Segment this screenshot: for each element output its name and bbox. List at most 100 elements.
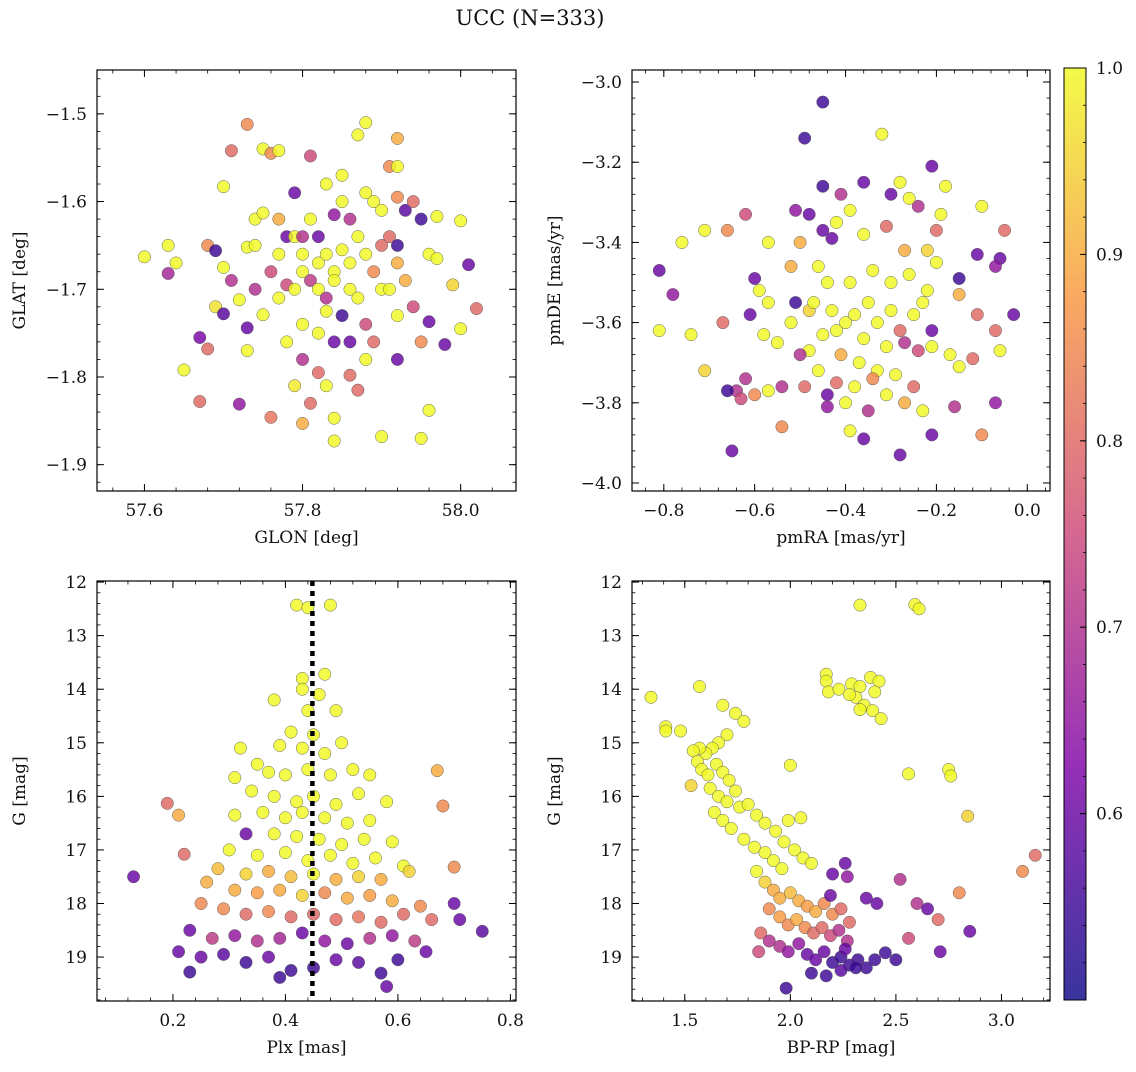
data-point [413, 899, 427, 913]
data-point [224, 274, 238, 287]
data-point [783, 758, 797, 772]
data-point [374, 915, 388, 929]
data-point [296, 230, 309, 244]
data-point [788, 843, 801, 857]
data-point [893, 175, 907, 189]
data-point [262, 950, 275, 964]
data-point [758, 875, 772, 889]
data-point [172, 808, 185, 822]
data-point [698, 223, 712, 237]
data-point [193, 395, 207, 408]
data-point [262, 765, 275, 779]
x-tick-label: 57.8 [284, 501, 322, 521]
data-point [240, 321, 254, 335]
data-point [385, 929, 399, 943]
data-point [907, 380, 921, 394]
data-point [172, 945, 185, 959]
data-point [391, 953, 405, 967]
data-point [920, 244, 934, 257]
y-tick-label: 12 [600, 573, 622, 593]
data-point [752, 284, 766, 297]
y-tick-label: 16 [600, 787, 622, 807]
data-point [720, 795, 734, 809]
data-point [264, 265, 278, 279]
data-point [273, 971, 287, 984]
data-point [267, 789, 281, 803]
data-point [288, 379, 302, 393]
data-point [911, 199, 925, 213]
data-point [351, 128, 365, 142]
data-point [318, 934, 332, 948]
data-point [267, 827, 281, 841]
data-point [910, 897, 924, 910]
data-point [784, 316, 798, 330]
data-point [248, 238, 262, 252]
data-point [329, 953, 343, 967]
data-point [352, 910, 365, 924]
data-point [290, 598, 304, 612]
data-point [880, 388, 893, 402]
data-point [367, 195, 381, 208]
data-point [312, 688, 326, 701]
data-point [262, 905, 275, 918]
data-point [970, 308, 984, 322]
data-point [161, 267, 175, 280]
data-point [194, 950, 208, 964]
data-point [773, 910, 787, 924]
data-point [698, 364, 712, 378]
data-point [351, 230, 365, 244]
x-tick-label: −0.8 [643, 501, 684, 521]
data-point [359, 317, 373, 331]
data-point [916, 296, 930, 309]
data-point [367, 265, 381, 279]
data-point [652, 264, 666, 277]
y-tick-label: −3.4 [581, 233, 622, 253]
scatter-points [138, 116, 483, 448]
data-point [327, 335, 341, 349]
data-point [250, 934, 264, 948]
data-point [716, 814, 730, 827]
data-point [857, 227, 871, 241]
x-tick-label: −0.6 [734, 501, 775, 521]
data-point [722, 773, 736, 787]
y-tick-label: −1.8 [46, 368, 87, 388]
data-point [805, 966, 818, 980]
data-point [793, 235, 807, 249]
data-point [304, 396, 317, 410]
data-point [267, 693, 281, 707]
data-point [351, 291, 365, 305]
data-point [684, 779, 698, 793]
x-tick-label: 3.0 [988, 1011, 1015, 1031]
data-point [816, 179, 830, 193]
data-point [398, 274, 412, 287]
data-point [296, 265, 309, 279]
data-point [737, 714, 751, 728]
data-point [820, 388, 834, 402]
data-point [402, 864, 416, 878]
data-point [217, 947, 230, 961]
data-point [232, 293, 246, 307]
y-tick-label: 13 [65, 627, 87, 647]
y-tick-label: −3.6 [581, 314, 622, 334]
data-point [779, 981, 793, 995]
data-point [819, 674, 833, 688]
data-point [233, 741, 247, 755]
data-point [762, 934, 776, 948]
data-point [825, 304, 839, 317]
data-point [346, 763, 360, 776]
data-point [340, 891, 354, 905]
data-point [250, 848, 264, 862]
data-point [707, 806, 721, 819]
y-tick-label: −3.8 [581, 394, 622, 414]
data-point [912, 602, 926, 616]
data-point [385, 894, 399, 908]
data-point [809, 953, 823, 967]
data-point [807, 296, 821, 309]
data-point [454, 322, 468, 336]
data-point [724, 822, 738, 835]
data-point [920, 284, 934, 297]
data-point [817, 945, 831, 959]
data-point [380, 980, 394, 993]
data-point [160, 796, 174, 810]
